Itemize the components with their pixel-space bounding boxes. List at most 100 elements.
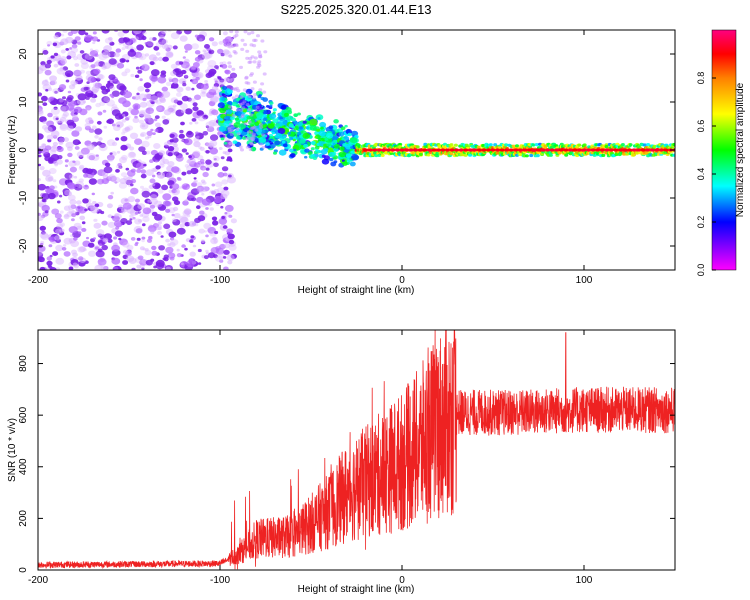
snr-panel: -200 -100 0 100 0 200 400 600 800 Height of stra… <box>7 329 676 595</box>
spectrogram-cell <box>304 155 308 159</box>
spectrogram-cell <box>243 43 248 47</box>
spectrogram-cell <box>78 155 84 159</box>
spectrogram-cell <box>98 243 103 246</box>
spectrogram-cell <box>200 91 207 97</box>
spectrogram-cell <box>199 146 205 151</box>
spectrogram-cell <box>293 148 297 152</box>
spectrogram-cell <box>52 141 59 147</box>
spectrogram-cell <box>119 238 128 246</box>
spectrogram-cell <box>408 148 414 152</box>
spectrogram-cell <box>245 56 250 60</box>
spectrogram-cell <box>72 114 78 119</box>
spectrogram-cell <box>152 174 156 178</box>
spectrogram-cell <box>236 108 241 112</box>
spectrogram-cell <box>184 209 192 215</box>
spectrogram-cell <box>141 236 146 240</box>
spectrogram-cell <box>86 236 89 240</box>
spectrogram-cell <box>227 233 235 240</box>
spectrogram-cell <box>51 208 60 215</box>
spectrogram-cell <box>221 166 229 172</box>
spectrogram-cell <box>92 83 99 88</box>
spectrogram-cell <box>42 169 51 177</box>
spectrogram-cell <box>186 214 191 218</box>
spectrogram-cell <box>141 124 146 128</box>
spectrogram-cell <box>141 267 145 270</box>
spectrogram-cell <box>156 105 165 113</box>
spectrogram-cell <box>195 76 200 81</box>
spectrogram-cell <box>122 41 130 48</box>
spectrogram-cell <box>162 158 169 165</box>
spectrogram-cell <box>138 119 145 124</box>
spectrogram-cell <box>97 233 103 238</box>
spectrogram-cell <box>250 87 255 91</box>
spectrogram-cell <box>123 91 132 99</box>
spectrogram-cell <box>117 162 122 167</box>
spectrogram-cell <box>210 189 214 193</box>
spectrogram-cell <box>205 251 209 255</box>
spectrogram-cell <box>652 144 657 148</box>
spectrogram-cell <box>582 143 587 147</box>
spectrogram-cell <box>137 255 144 261</box>
spectrogram-cell <box>80 69 85 74</box>
spectrogram-cell <box>142 97 147 102</box>
spectrogram-cell <box>184 164 190 168</box>
spectrogram-cell <box>220 97 225 102</box>
spectrogram-cell <box>214 80 218 84</box>
spectrogram-cell <box>194 56 201 62</box>
spectrogram-cell <box>271 139 275 143</box>
spectrogram-cell <box>219 107 227 114</box>
spectrogram-cell <box>83 86 89 91</box>
spectrogram-cell <box>171 188 177 194</box>
spectrogram-cell <box>125 117 130 121</box>
spectrogram-cell <box>107 195 114 200</box>
spectrogram-cell <box>69 47 73 50</box>
spectrogram-cell <box>195 131 199 135</box>
spectrogram-cell <box>125 250 132 256</box>
spectrogram-cell <box>79 215 86 221</box>
spectrogram-cell <box>209 147 218 155</box>
spectrogram-cell <box>321 137 326 141</box>
spectrogram-cell <box>223 266 229 270</box>
spectrogram-cell <box>531 148 537 152</box>
spectrogram-cell <box>53 106 58 111</box>
spectrogram-cell <box>67 90 72 94</box>
spectrogram-cell <box>126 44 134 50</box>
spectrogram-cell <box>517 148 523 152</box>
spectrogram-cell <box>207 226 216 234</box>
spectrogram-cell <box>290 117 296 122</box>
spectrogram-cell <box>94 264 104 270</box>
spectrogram-cell <box>293 121 299 126</box>
spectrogram-cell <box>281 136 285 139</box>
spectrogram-cell <box>435 154 440 158</box>
spectrogram-cell <box>242 109 247 113</box>
spectrogram-cell <box>339 146 345 152</box>
spectrogram-cell <box>68 174 75 179</box>
spectrogram-cell <box>223 141 228 145</box>
spectrogram-marks <box>38 30 675 270</box>
spectrogram-cell <box>149 99 153 103</box>
spectrogram-cell <box>205 121 215 129</box>
spectrogram-cell <box>320 126 324 130</box>
spectrogram-cell <box>62 30 68 33</box>
snr-ylabel: SNR (10 * v/v) <box>7 418 18 482</box>
spectrogram-cell <box>490 148 496 152</box>
spectrogram-cell <box>62 66 69 71</box>
spectrogram-cell <box>222 225 228 229</box>
spectrogram-cell <box>658 148 665 152</box>
spectrogram-cell <box>324 148 329 152</box>
spectrogram-cell <box>64 213 69 218</box>
figure-title: S225.2025.320.01.44.E13 <box>280 2 431 17</box>
spectrogram-cell <box>70 80 77 86</box>
spectrogram-cell <box>252 60 257 64</box>
spectrogram-cell <box>91 36 99 42</box>
spectrogram-cell <box>79 108 88 116</box>
spectrogram-cell <box>318 130 326 137</box>
spectrogram-cell <box>118 237 122 241</box>
spectrogram-cell <box>179 35 188 42</box>
spectrogram-cell <box>98 144 108 152</box>
spectrogram-cell <box>81 147 90 155</box>
spectrogram-cell <box>219 61 224 65</box>
spectrogram-cell <box>262 97 269 102</box>
spectrogram-cell <box>153 118 158 122</box>
spectrogram-cell <box>240 47 245 52</box>
